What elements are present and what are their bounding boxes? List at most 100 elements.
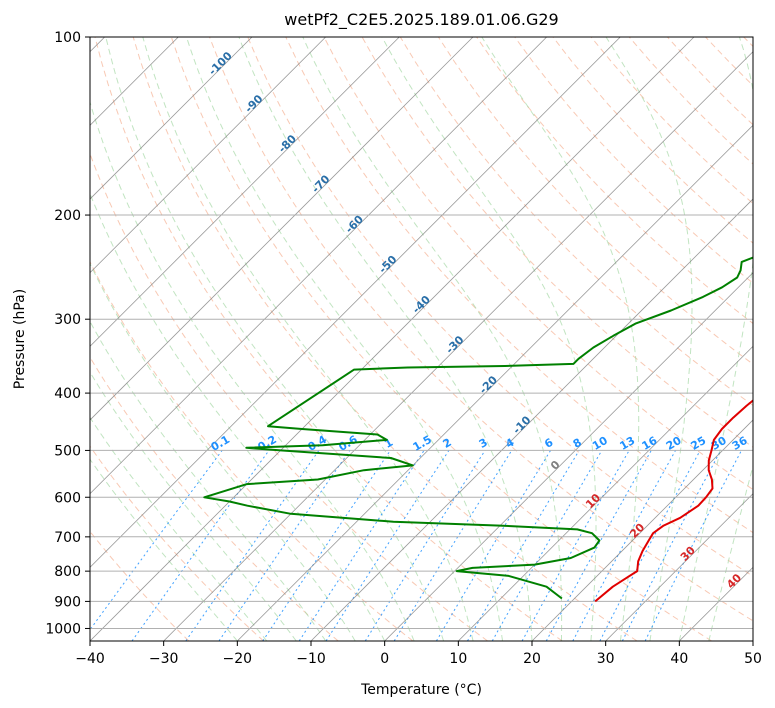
moist-adiabat-line — [708, 464, 753, 641]
mixing-ratio-label: 6 — [542, 436, 555, 451]
moist-adiabat-line — [481, 37, 640, 641]
dry-adiabat-line — [743, 37, 753, 48]
moist-adiabat-label: -60 — [343, 212, 366, 235]
dry-adiabat-line — [90, 260, 414, 641]
y-tick-label: 800 — [54, 564, 81, 580]
x-tick-label: 50 — [744, 651, 762, 667]
y-tick-label: 500 — [54, 443, 81, 459]
mixing-ratio-line — [599, 450, 701, 641]
moist-adiabat-label: -30 — [443, 333, 466, 356]
moist-adiabat-line — [142, 37, 474, 641]
moist-adiabat-label: -10 — [510, 413, 533, 436]
dry-adiabat-line — [90, 530, 190, 641]
isotherm-line — [90, 37, 253, 200]
isotherm-line — [90, 37, 474, 421]
temperature-line — [594, 399, 753, 603]
y-tick-label: 700 — [54, 530, 81, 546]
y-tick-label: 400 — [54, 386, 81, 402]
x-tick-label: 10 — [449, 651, 467, 667]
mixing-ratio-line — [644, 450, 742, 641]
x-tick-label: 40 — [670, 651, 688, 667]
dry-adiabat-label: 30 — [678, 544, 698, 564]
isotherm-line — [90, 37, 326, 274]
moist-adiabat-line — [605, 37, 693, 641]
dry-adiabat-line — [323, 37, 753, 491]
x-tick-label: 0 — [380, 651, 389, 667]
isotherm-line — [90, 37, 547, 495]
mixing-ratio-label: 2 — [441, 436, 454, 451]
dewpoint-line — [203, 256, 753, 600]
mixing-ratio-line — [364, 450, 486, 641]
mixing-ratio-line — [491, 450, 603, 641]
dry-adiabat-line — [90, 445, 264, 641]
dry-adiabat-line — [247, 37, 753, 577]
x-tick-label: −30 — [149, 651, 179, 667]
x-tick-label: −20 — [223, 651, 253, 667]
moist-adiabat-line — [90, 320, 327, 641]
dry-adiabat-line — [90, 152, 488, 641]
mixing-ratio-line — [621, 450, 722, 641]
dry-adiabat-label: 20 — [627, 520, 647, 540]
mixing-ratio-line — [467, 450, 580, 641]
plot-frame — [89, 36, 754, 642]
isotherm-line — [310, 198, 753, 641]
moist-adiabat-line — [678, 37, 753, 641]
y-tick-label: 1000 — [45, 621, 81, 637]
dry-adiabat-line — [170, 37, 712, 641]
mixing-ratio-line — [325, 450, 450, 641]
y-tick-label: 200 — [54, 208, 81, 224]
y-axis-label: Pressure (hPa) — [12, 289, 28, 389]
mixing-ratio-line — [218, 450, 351, 641]
dry-adiabat-line — [94, 37, 563, 641]
dry-adiabat-label: 40 — [724, 571, 744, 591]
moist-adiabat-label: -80 — [276, 132, 299, 155]
dry-adiabat-line — [90, 356, 339, 641]
isotherm-line — [163, 51, 753, 641]
y-tick-label: 100 — [54, 30, 81, 46]
dry-adiabat-line — [705, 37, 753, 87]
mixing-ratio-line — [435, 450, 552, 641]
isotherm-line — [90, 37, 400, 347]
dry-adiabat-label: 10 — [583, 491, 603, 511]
moist-adiabat-line — [90, 100, 415, 641]
moist-adiabat-line — [90, 262, 356, 641]
mixing-ratio-line — [393, 450, 513, 641]
moist-adiabat-line — [105, 37, 445, 641]
y-tick-label: 600 — [54, 490, 81, 506]
mixing-ratio-line — [521, 450, 630, 641]
x-axis-label: Temperature (°C) — [360, 682, 482, 698]
moist-adiabat-label: -90 — [242, 92, 265, 115]
mixing-ratio-line — [545, 450, 652, 641]
x-tick-label: −10 — [296, 651, 326, 667]
moist-adiabat-line — [90, 371, 297, 641]
moist-adiabat-line — [186, 37, 503, 641]
isotherm-line — [90, 37, 695, 641]
mixing-ratio-line — [90, 450, 223, 631]
moist-adiabat-line — [90, 416, 268, 641]
mixing-ratio-line — [262, 450, 391, 641]
dry-adiabat-line — [285, 37, 753, 534]
dry-adiabat-line — [514, 37, 753, 284]
chart-title: wetPf2_C2E5.2025.189.01.06.G29 — [284, 10, 558, 30]
x-tick-label: 30 — [597, 651, 615, 667]
y-tick-label: 900 — [54, 594, 81, 610]
dry-adiabat-line — [476, 37, 753, 325]
dry-adiabat-line — [209, 37, 753, 622]
x-tick-label: −40 — [75, 651, 105, 667]
mixing-ratio-line — [572, 450, 676, 641]
moist-adiabat-line — [90, 458, 238, 641]
isotherm-line — [90, 37, 621, 568]
moist-adiabat-label: -50 — [376, 253, 399, 276]
isotherm-line — [531, 419, 753, 641]
isotherm-line — [384, 272, 753, 641]
moist-adiabat-line — [302, 37, 563, 641]
isotherm-line — [605, 493, 753, 641]
moist-adiabat-label: -100 — [206, 49, 235, 78]
isotherm-line — [237, 124, 753, 641]
isotherm-line — [458, 345, 753, 641]
y-tick-label: 300 — [54, 312, 81, 328]
dry-adiabat-line — [132, 37, 638, 641]
mixing-ratio-label: 4 — [503, 436, 516, 451]
moist-adiabat-line — [90, 192, 386, 641]
